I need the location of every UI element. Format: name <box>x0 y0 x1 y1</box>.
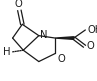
Text: O: O <box>15 0 22 9</box>
Text: H: H <box>3 47 11 57</box>
Polygon shape <box>55 37 74 39</box>
Text: N: N <box>40 30 47 40</box>
Text: OH: OH <box>87 25 97 35</box>
Text: O: O <box>57 54 65 64</box>
Text: O: O <box>86 41 94 51</box>
